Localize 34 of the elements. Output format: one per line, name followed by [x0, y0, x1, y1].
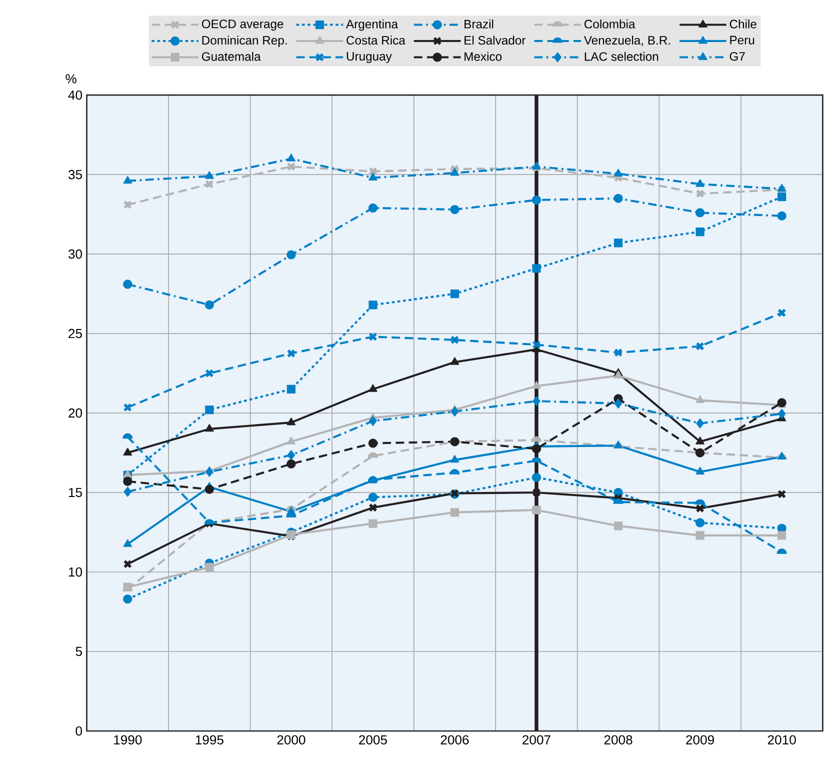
legend-label: Argentina	[346, 19, 398, 31]
legend-label: LAC selection	[584, 52, 658, 61]
legend-label: Chile	[730, 19, 756, 28]
y-tick-label: 40	[68, 90, 82, 100]
y-tick-label: 20	[68, 408, 82, 418]
x-tick-label: 2009	[686, 735, 714, 744]
y-tick-label: 5	[76, 646, 82, 656]
legend-label: Venezuela, B.R.	[584, 36, 670, 46]
x-tick-label: 1995	[196, 735, 224, 744]
legend-label: Brazil	[464, 19, 494, 28]
y-tick-label: 30	[68, 249, 82, 259]
x-tick-label: 2000	[277, 735, 306, 744]
x-tick-label: 2006	[440, 735, 469, 744]
x-tick-label: 2007	[522, 735, 550, 744]
legend-label: Peru	[730, 36, 754, 44]
legend-label: Guatemala	[202, 52, 261, 61]
legend-label: El Salvador	[464, 36, 526, 45]
y-axis-title: %	[66, 74, 76, 84]
y-tick-label: 25	[68, 328, 82, 338]
legend-label: Dominican Rep.	[202, 36, 287, 47]
x-tick-label: 2010	[768, 735, 796, 744]
legend-label: OECD average	[202, 20, 284, 31]
y-tick-label: 0	[76, 726, 82, 736]
x-tick-label: 2005	[359, 735, 387, 744]
legend-label: Colombia	[584, 19, 636, 28]
x-tick-label: 2008	[604, 735, 632, 744]
x-tick-label: 1990	[114, 735, 142, 744]
legend-label: G7	[730, 52, 745, 61]
y-tick-label: 15	[68, 488, 82, 498]
y-tick-label: 35	[68, 170, 82, 180]
legend-label: Costa Rica	[346, 36, 406, 45]
y-tick-label: 10	[68, 567, 82, 577]
legend-label: Uruguay	[346, 52, 392, 63]
legend-label: Mexico	[464, 52, 502, 61]
